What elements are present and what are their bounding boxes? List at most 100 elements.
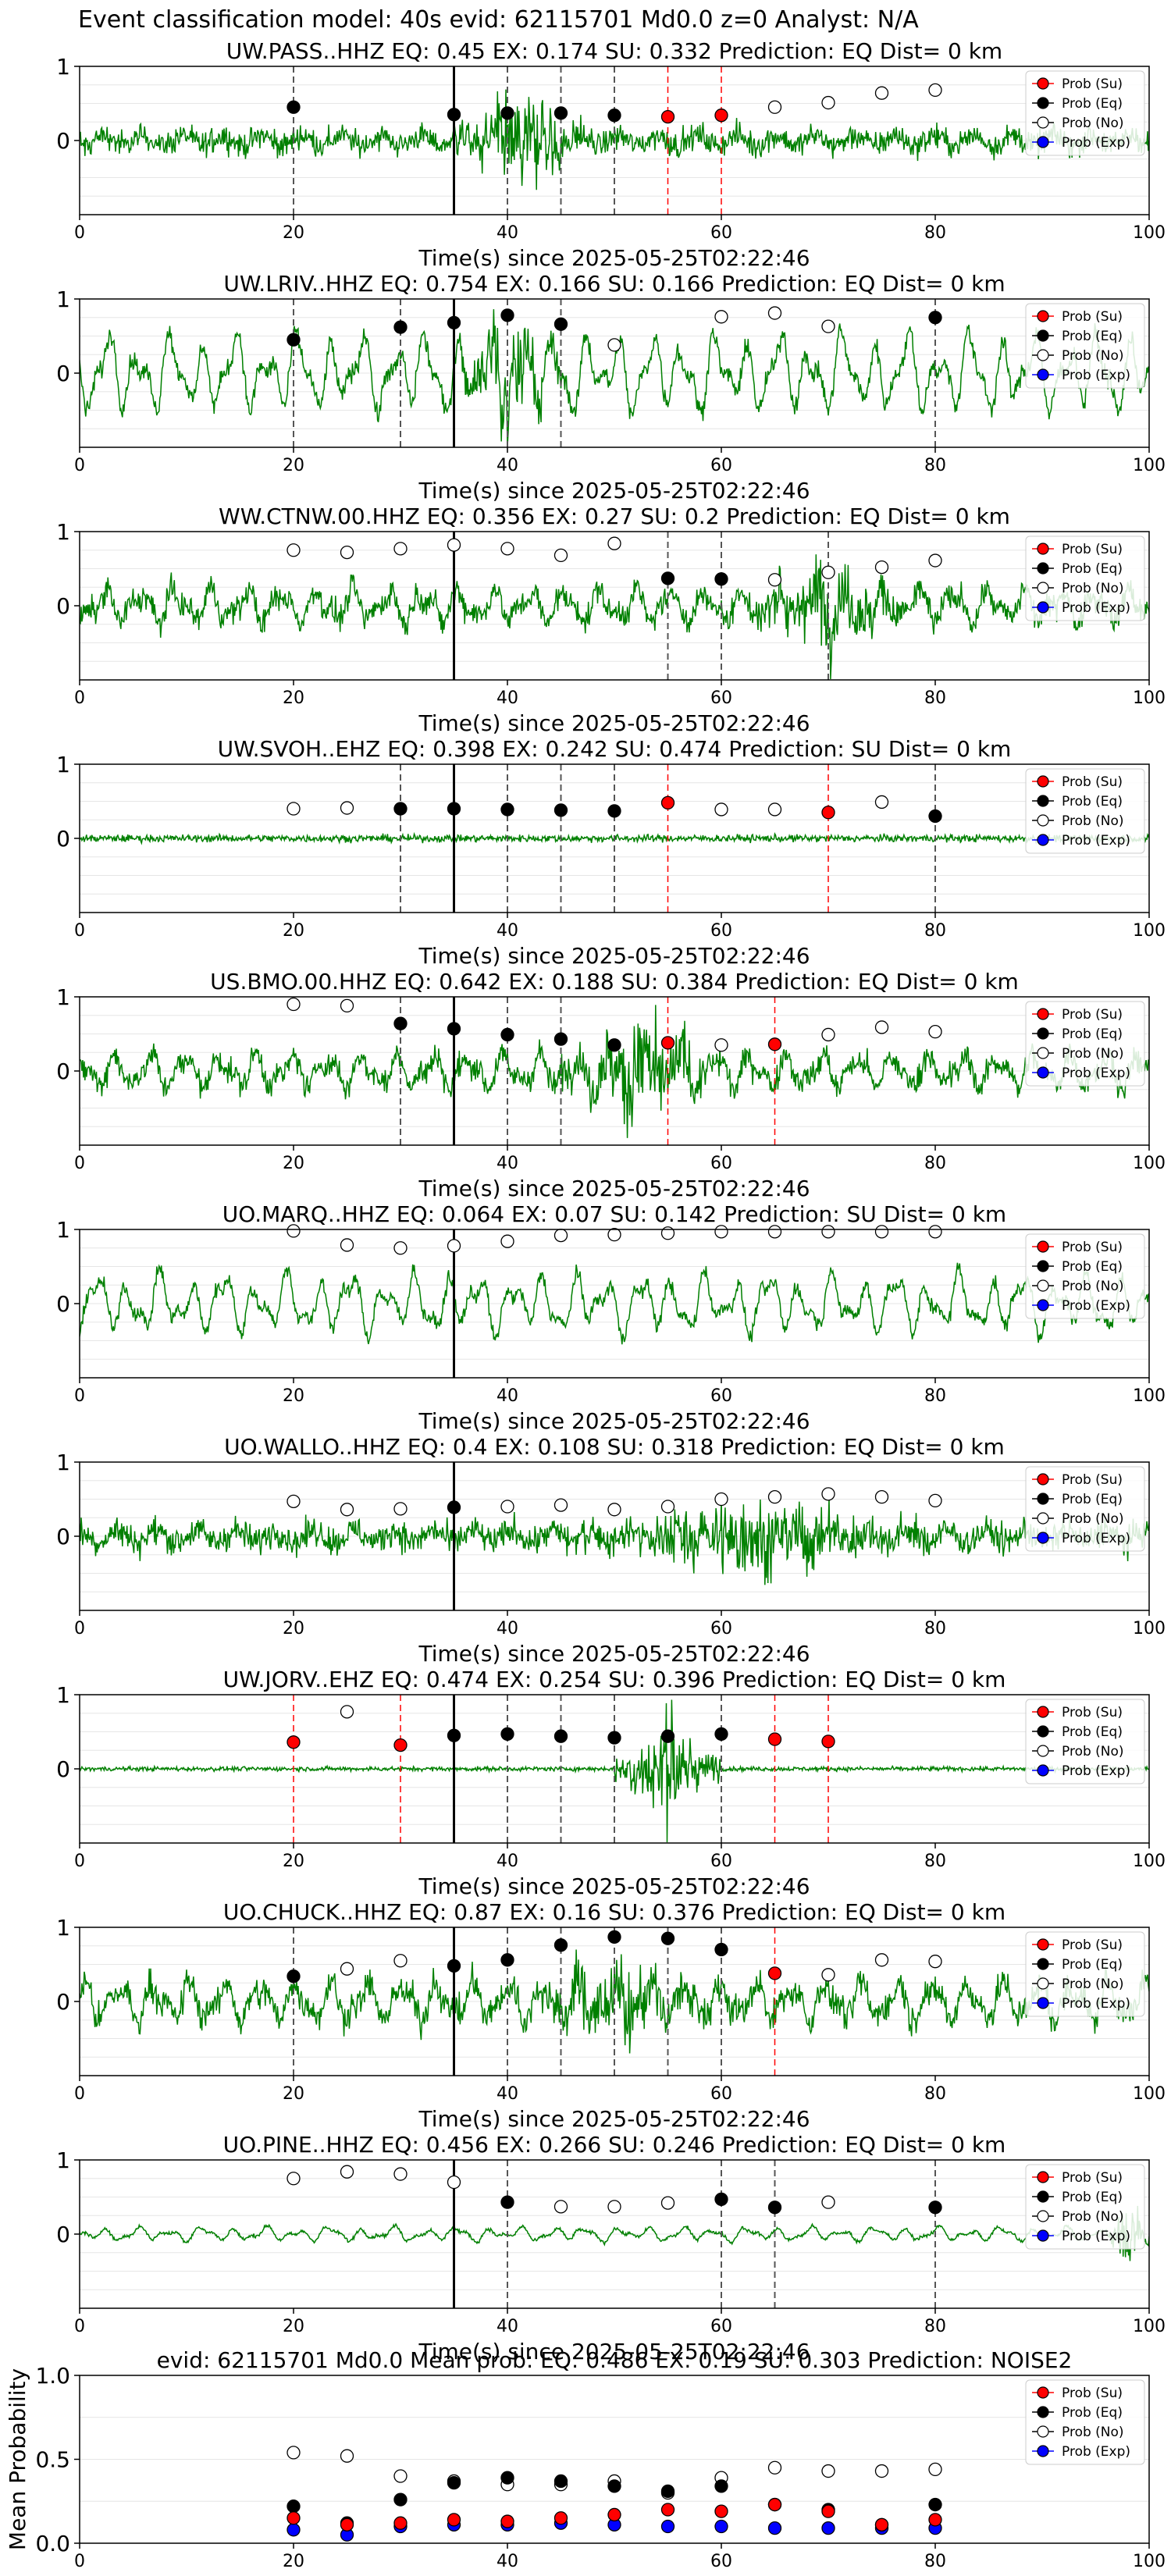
y-tick-label: 1 xyxy=(56,1217,70,1243)
x-tick-label: 80 xyxy=(924,1852,946,1871)
grid xyxy=(80,298,1149,448)
x-tick-label: 60 xyxy=(710,2552,732,2571)
legend-label: Prob (Su) xyxy=(1062,1007,1123,1023)
legend-label: Prob (Eq) xyxy=(1062,1724,1123,1740)
legend-marker xyxy=(1037,368,1049,381)
prob-no-point xyxy=(874,1225,889,1239)
prob-su-point xyxy=(287,1735,301,1749)
legend-marker xyxy=(1037,795,1049,807)
x-tick-label: 100 xyxy=(1133,1619,1166,1638)
prob-eq-point xyxy=(607,1038,621,1052)
prob-eq-point xyxy=(447,108,461,122)
prob-su-point xyxy=(767,1037,782,1051)
waveform-trace xyxy=(80,1498,1149,1585)
x-tick-label: 40 xyxy=(497,456,518,475)
chart-title: UW.LRIV..HHZ EQ: 0.754 EX: 0.166 SU: 0.1… xyxy=(223,271,1005,297)
prob-no-point xyxy=(821,1027,835,1042)
prob-eq-point xyxy=(714,572,728,586)
legend-marker xyxy=(1037,834,1049,846)
legend: Prob (Su) Prob (Eq) Prob (No) Prob (Exp) xyxy=(1025,1699,1145,1784)
legend-label: Prob (No) xyxy=(1062,1744,1124,1759)
prob-no-point xyxy=(928,553,942,568)
prob-su-point xyxy=(821,2504,835,2518)
prob-eq-point xyxy=(714,2192,728,2207)
prob-eq-point xyxy=(607,1731,621,1745)
prob-su-point xyxy=(500,2514,514,2528)
prob-su-point xyxy=(287,2511,301,2525)
legend-marker xyxy=(1037,1512,1049,1525)
legend-marker xyxy=(1037,1977,1049,1990)
prob-no-point xyxy=(821,319,835,333)
prob-eq-point xyxy=(500,802,514,817)
legend-box xyxy=(1025,1001,1145,1087)
prob-no-point xyxy=(767,2460,782,2475)
prob-su-point xyxy=(767,1966,782,1980)
x-tick-label: 100 xyxy=(1133,688,1166,708)
legend-marker xyxy=(1037,1725,1049,1738)
prob-eq-point xyxy=(553,803,568,817)
prob-eq-point xyxy=(553,2474,568,2489)
legend-marker xyxy=(1037,1706,1049,1718)
x-tick-label: 40 xyxy=(497,223,518,243)
legend-label: Prob (Eq) xyxy=(1062,1259,1123,1275)
prob-no-point xyxy=(340,2449,354,2463)
chart-title: UW.JORV..EHZ EQ: 0.474 EX: 0.254 SU: 0.3… xyxy=(223,1667,1006,1692)
x-tick-label: 100 xyxy=(1133,2084,1166,2104)
prob-eq-point xyxy=(500,308,514,322)
prob-exp-point xyxy=(714,2519,728,2534)
legend-label: Prob (Su) xyxy=(1062,2386,1123,2401)
prob-eq-point xyxy=(714,2479,728,2493)
prob-no-point xyxy=(821,2464,835,2478)
legend-label: Prob (No) xyxy=(1062,581,1124,596)
prob-no-point xyxy=(393,542,408,556)
y-tick-label: 1 xyxy=(56,286,70,312)
prob-su-point xyxy=(340,2517,354,2532)
x-tick-label: 60 xyxy=(710,223,732,243)
x-tick-label: 60 xyxy=(710,688,732,708)
x-tick-label: 20 xyxy=(283,2317,304,2336)
legend-label: Prob (Eq) xyxy=(1062,2405,1123,2421)
prob-su-point xyxy=(660,2503,675,2517)
legend-marker xyxy=(1037,2190,1049,2203)
prob-su-point xyxy=(660,109,675,124)
prob-eq-point xyxy=(928,809,942,824)
prob-eq-point xyxy=(447,1959,461,1973)
legend-marker xyxy=(1037,2406,1049,2418)
prob-no-point xyxy=(607,1503,621,1517)
legend-label: Prob (Su) xyxy=(1062,2170,1123,2186)
legend-box xyxy=(1025,1233,1145,1319)
y-tick-label: 0 xyxy=(56,1989,70,2015)
legend-marker xyxy=(1037,1745,1049,1757)
mean-probability-chart: evid: 62115701 Md0.0 Mean prob: EQ: 0.48… xyxy=(5,2347,1166,2571)
legend-label: Prob (Exp) xyxy=(1062,135,1130,151)
x-axis-label: Time(s) since 2025-05-25T02:22:46 xyxy=(418,245,810,271)
legend-label: Prob (Exp) xyxy=(1062,2229,1130,2244)
x-tick-label: 80 xyxy=(924,921,946,941)
legend-marker xyxy=(1037,1279,1049,1292)
grid xyxy=(80,531,1149,681)
legend-marker xyxy=(1037,349,1049,361)
prob-eq-point xyxy=(660,1931,675,1945)
x-tick-label: 60 xyxy=(710,1386,732,1406)
legend-box xyxy=(1025,303,1145,389)
legend: Prob (Su) Prob (Eq) Prob (No) Prob (Exp) xyxy=(1025,1931,1145,2017)
prob-eq-point xyxy=(714,1942,728,1957)
prob-no-point xyxy=(500,542,514,556)
x-axis-label: Time(s) since 2025-05-25T02:22:46 xyxy=(418,1408,810,1434)
x-tick-label: 80 xyxy=(924,456,946,475)
legend-label: Prob (Exp) xyxy=(1062,1996,1130,2012)
prob-no-point xyxy=(928,1025,942,1039)
x-tick-label: 0 xyxy=(74,688,85,708)
legend-marker xyxy=(1037,1764,1049,1777)
prob-eq-point xyxy=(287,333,301,347)
y-tick-label: 1.0 xyxy=(35,2363,70,2389)
prob-no-point xyxy=(287,2446,301,2460)
prob-no-point xyxy=(607,1228,621,1242)
prob-no-point xyxy=(874,1020,889,1034)
y-tick-label: 1 xyxy=(56,2147,70,2173)
prob-su-point xyxy=(821,1735,835,1749)
y-tick-label: 0 xyxy=(56,1756,70,1782)
legend-marker xyxy=(1037,2229,1049,2242)
prob-eq-point xyxy=(767,2201,782,2215)
legend-marker xyxy=(1037,1240,1049,1253)
